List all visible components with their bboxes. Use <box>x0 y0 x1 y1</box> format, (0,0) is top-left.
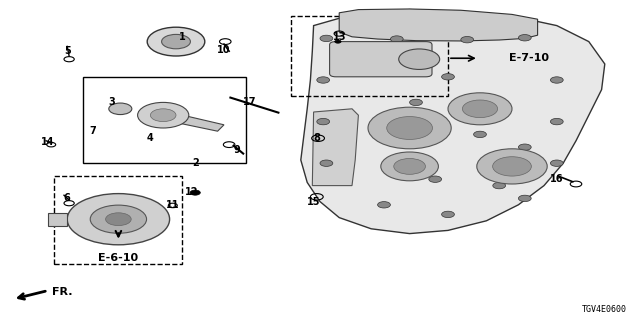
Circle shape <box>442 74 454 80</box>
Text: 13: 13 <box>332 32 346 42</box>
Text: 7: 7 <box>90 126 96 136</box>
Circle shape <box>429 176 442 182</box>
Circle shape <box>394 158 426 174</box>
Circle shape <box>518 144 531 150</box>
Text: 6: 6 <box>64 193 70 204</box>
Circle shape <box>474 131 486 138</box>
Circle shape <box>106 213 131 226</box>
Circle shape <box>550 77 563 83</box>
Circle shape <box>550 160 563 166</box>
Circle shape <box>462 100 498 117</box>
Text: 16: 16 <box>550 174 564 184</box>
Circle shape <box>399 49 440 69</box>
Polygon shape <box>154 116 224 131</box>
Circle shape <box>410 99 422 106</box>
Text: 17: 17 <box>243 97 257 108</box>
Text: 14: 14 <box>41 137 55 148</box>
Text: 3: 3 <box>109 97 115 108</box>
Text: FR.: FR. <box>52 287 73 298</box>
Polygon shape <box>312 109 358 186</box>
Text: E-6-10: E-6-10 <box>99 252 138 263</box>
Circle shape <box>448 93 512 125</box>
Bar <box>54 176 182 264</box>
Circle shape <box>381 152 438 181</box>
Circle shape <box>518 35 531 41</box>
FancyBboxPatch shape <box>330 42 432 77</box>
Circle shape <box>320 35 333 42</box>
Circle shape <box>138 102 189 128</box>
Text: 15: 15 <box>307 196 321 207</box>
Text: 11: 11 <box>166 200 180 210</box>
Bar <box>291 16 448 96</box>
Circle shape <box>317 118 330 125</box>
Circle shape <box>335 40 341 43</box>
Polygon shape <box>301 10 605 234</box>
Circle shape <box>161 35 191 49</box>
Circle shape <box>190 190 200 195</box>
Text: 5: 5 <box>64 46 70 56</box>
Text: 10: 10 <box>217 44 231 55</box>
Circle shape <box>461 36 474 43</box>
Circle shape <box>109 103 132 115</box>
Circle shape <box>387 116 433 140</box>
Text: TGV4E0600: TGV4E0600 <box>582 305 627 314</box>
Circle shape <box>378 67 390 74</box>
Circle shape <box>550 118 563 125</box>
Circle shape <box>518 195 531 202</box>
Circle shape <box>378 202 390 208</box>
Circle shape <box>368 107 451 149</box>
Circle shape <box>477 149 547 184</box>
Circle shape <box>150 109 176 122</box>
Text: 2: 2 <box>192 158 198 168</box>
Text: 1: 1 <box>179 32 186 42</box>
Circle shape <box>493 157 531 176</box>
Circle shape <box>317 77 330 83</box>
Text: 12: 12 <box>185 187 199 197</box>
Text: 4: 4 <box>147 132 154 143</box>
Polygon shape <box>339 9 538 41</box>
Text: E-7-10: E-7-10 <box>509 52 548 63</box>
Bar <box>83 77 246 163</box>
Circle shape <box>147 27 205 56</box>
Circle shape <box>90 205 147 233</box>
Polygon shape <box>48 213 67 226</box>
Circle shape <box>320 160 333 166</box>
Text: 8: 8 <box>314 132 320 143</box>
Text: 9: 9 <box>234 145 240 156</box>
Circle shape <box>493 182 506 189</box>
Circle shape <box>442 211 454 218</box>
Circle shape <box>390 36 403 42</box>
Circle shape <box>67 194 170 245</box>
